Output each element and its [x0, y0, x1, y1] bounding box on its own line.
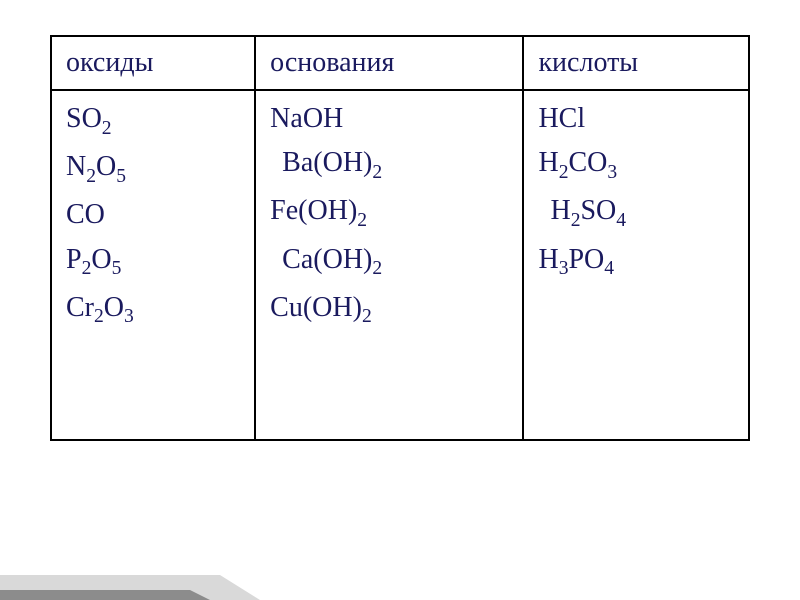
- formula-feoh2: Fe(OH)2: [270, 193, 508, 233]
- formula-subscript: 2: [357, 210, 367, 231]
- table-row: SO2 N2O5 CO P2O5 Cr2O3: [51, 90, 749, 440]
- table-header-row: оксиды основания кислоты: [51, 36, 749, 90]
- cell-bases: NaOH Ba(OH)2 Fe(OH)2 Ca(OH)2 Cu(OH)2: [255, 90, 523, 440]
- formula-caoh2: Ca(OH)2: [270, 242, 508, 282]
- cell-acids: HCl H2CO3 H2SO4 H3PO4: [523, 90, 749, 440]
- formula-n2o5: N2O5: [66, 149, 240, 189]
- formula-subscript: 2: [571, 210, 581, 231]
- formula-h2co3: H2CO3: [538, 145, 734, 185]
- formula-naoh: NaOH: [270, 101, 508, 137]
- formula-h3po4: H3PO4: [538, 242, 734, 282]
- footer-accent: [0, 565, 800, 600]
- formula-subscript: 2: [82, 258, 92, 279]
- column-header-bases: основания: [255, 36, 523, 90]
- formula-text: O: [96, 151, 116, 182]
- formula-text: SO: [580, 195, 616, 226]
- chemistry-table: оксиды основания кислоты SO2 N2O5 CO: [50, 35, 750, 441]
- formula-text: H: [538, 244, 558, 275]
- formula-text: Ca(OH): [282, 244, 372, 275]
- formula-subscript: 3: [607, 162, 617, 183]
- formula-text: Ba(OH): [282, 147, 372, 178]
- formula-text: CO: [568, 147, 607, 178]
- formula-subscript: 4: [604, 258, 614, 279]
- formula-cuoh2: Cu(OH)2: [270, 290, 508, 330]
- formula-text: H: [538, 147, 558, 178]
- cell-oxides: SO2 N2O5 CO P2O5 Cr2O3: [51, 90, 255, 440]
- formula-p2o5: P2O5: [66, 242, 240, 282]
- formula-baoh2: Ba(OH)2: [270, 145, 508, 185]
- formula-subscript: 2: [372, 258, 382, 279]
- formula-subscript: 3: [124, 306, 134, 327]
- formula-subscript: 5: [116, 166, 126, 187]
- formula-subscript: 2: [362, 306, 372, 327]
- formula-cr2o3: Cr2O3: [66, 290, 240, 330]
- formula-text: PO: [568, 244, 604, 275]
- formula-subscript: 2: [102, 118, 112, 139]
- formula-text: Cu(OH): [270, 292, 362, 323]
- formula-text: O: [104, 292, 124, 323]
- formula-text: SO: [66, 103, 102, 134]
- column-header-oxides: оксиды: [51, 36, 255, 90]
- formula-text: Cr: [66, 292, 94, 323]
- formula-subscript: 2: [94, 306, 104, 327]
- accent-dark-shape: [0, 590, 210, 600]
- formula-subscript: 2: [86, 166, 96, 187]
- formula-h2so4: H2SO4: [538, 193, 734, 233]
- formula-text: NaOH: [270, 103, 343, 134]
- formula-text: N: [66, 151, 86, 182]
- formula-hcl: HCl: [538, 101, 734, 137]
- formula-text: H: [550, 195, 570, 226]
- formula-subscript: 2: [372, 162, 382, 183]
- formula-so2: SO2: [66, 101, 240, 141]
- formula-subscript: 5: [112, 258, 122, 279]
- formula-co: CO: [66, 197, 240, 233]
- column-header-acids: кислоты: [523, 36, 749, 90]
- formula-subscript: 4: [616, 210, 626, 231]
- formula-text: Fe(OH): [270, 195, 357, 226]
- formula-text: HCl: [538, 103, 585, 134]
- formula-subscript: 3: [559, 258, 569, 279]
- formula-subscript: 2: [559, 162, 569, 183]
- formula-text: P: [66, 244, 82, 275]
- formula-text: O: [91, 244, 111, 275]
- formula-text: CO: [66, 199, 105, 230]
